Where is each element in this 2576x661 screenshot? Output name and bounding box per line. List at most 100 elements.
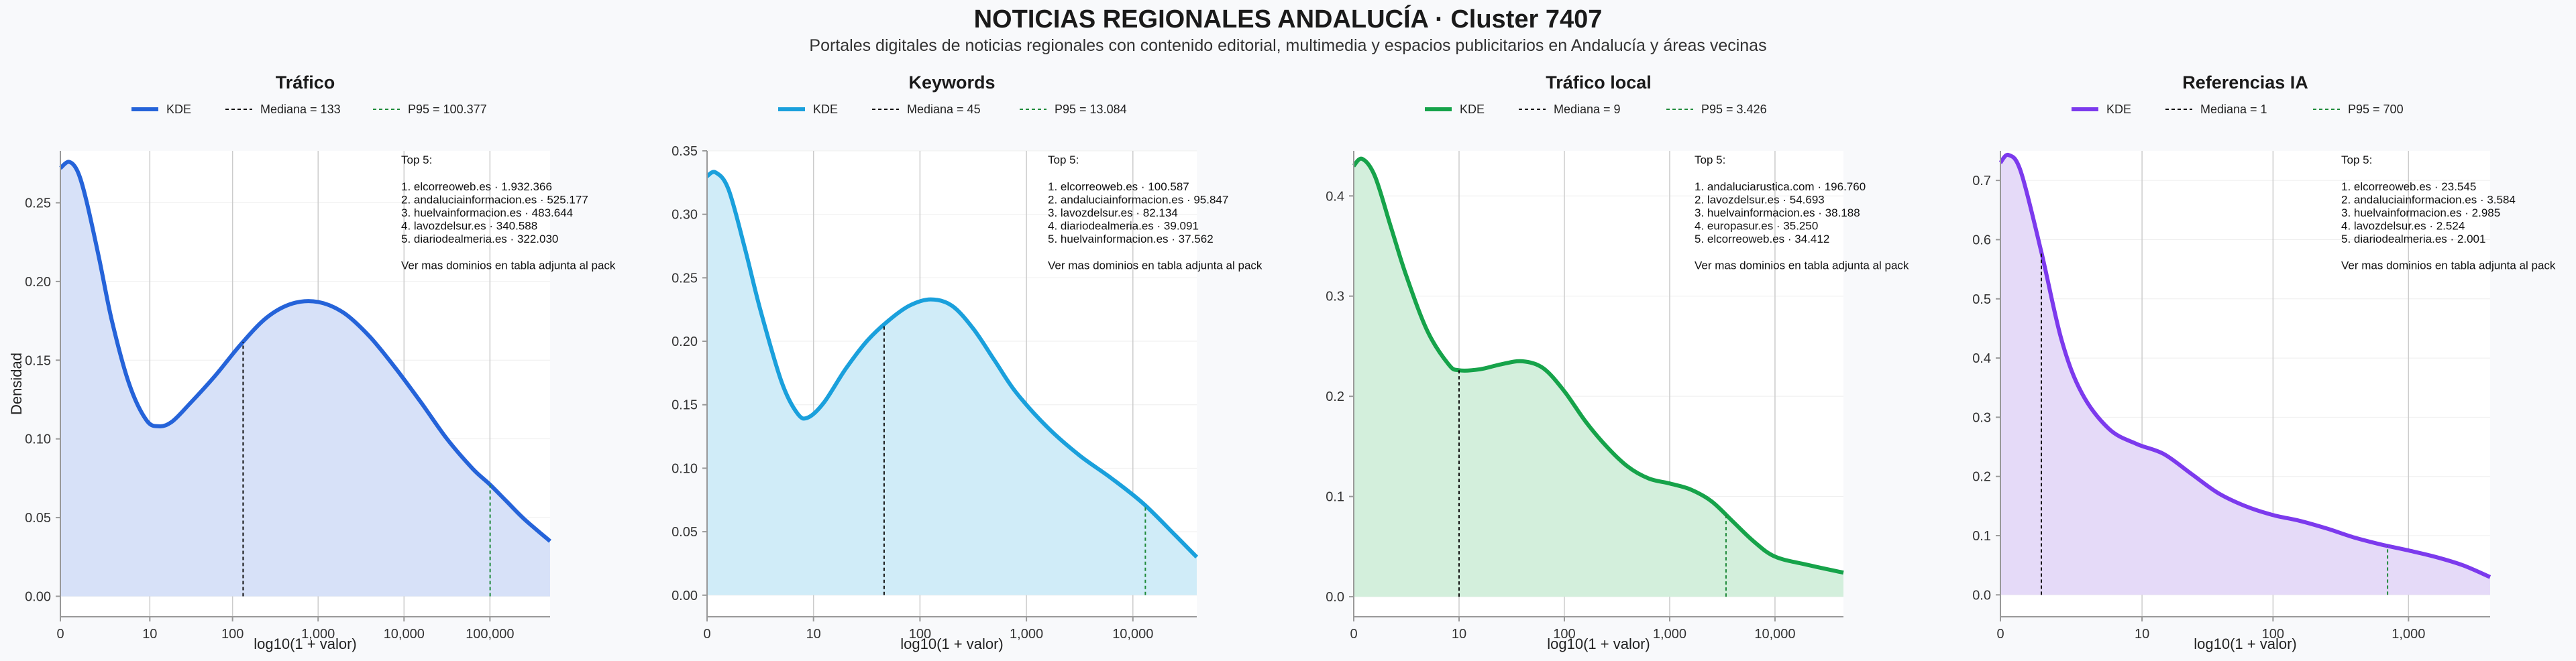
legend-kde-label: KDE: [166, 103, 191, 116]
kde-area: [707, 172, 1197, 595]
legend-p95-label: P95 = 100.377: [408, 103, 487, 116]
x-tick-label: 100: [1553, 627, 1575, 642]
y-tick-label: 0.5: [1972, 292, 1991, 307]
annotation-item: 1. elcorreoweb.es · 1.932.366: [401, 180, 552, 193]
y-tick-label: 0.1: [1326, 490, 1344, 505]
x-axis-label: log10(1 + valor): [900, 636, 1003, 652]
y-tick-label: 0.20: [25, 275, 51, 290]
page-subtitle: Portales digitales de noticias regionale…: [809, 36, 1767, 55]
kde-line: [706, 170, 1199, 559]
annotation-heading: Top 5:: [2341, 154, 2372, 166]
kde-area: [2000, 154, 2490, 595]
y-tick-label: 0.25: [25, 196, 51, 211]
annotation-item: 4. lavozdelsur.es · 2.524: [2341, 220, 2465, 233]
x-tick-label: 1,000: [1010, 627, 1043, 642]
x-tick-label: 10: [2135, 627, 2149, 642]
y-tick-label: 0.00: [672, 589, 698, 603]
x-axis-label: log10(1 + valor): [1547, 636, 1650, 652]
y-tick-label: 0.15: [672, 398, 698, 413]
y-tick-label: 0.05: [25, 511, 51, 526]
legend-p95-label: P95 = 700: [2348, 103, 2404, 116]
annotation-item: 2. andaluciainformacion.es · 3.584: [2341, 194, 2516, 206]
y-tick-label: 0.3: [1972, 410, 1991, 425]
chart-title: Tráfico: [276, 72, 335, 93]
kde-area: [1354, 158, 1843, 597]
x-tick-label: 100,000: [466, 627, 514, 642]
x-tick-label: 1,000: [2392, 627, 2425, 642]
x-tick-label: 0: [56, 627, 64, 642]
y-tick-label: 0.2: [1972, 470, 1991, 485]
y-tick-label: 0.6: [1972, 233, 1991, 247]
y-tick-label: 0.3: [1326, 290, 1344, 304]
chart-panel-2: Keywords KDE Mediana = 45 P95 = 13.084 0.00 0…: [672, 72, 1263, 652]
y-tick-label: 0.0: [1326, 590, 1344, 605]
y-tick-label: 0.4: [1972, 351, 1991, 366]
x-tick-label: 10,000: [384, 627, 425, 642]
annotation-item: 1. andaluciarustica.com · 196.760: [1695, 180, 1866, 193]
annotation-footer: Ver mas dominios en tabla adjunta al pac…: [2341, 259, 2556, 272]
y-tick-label: 0.30: [672, 208, 698, 223]
y-tick-label: 0.10: [25, 432, 51, 447]
annotation-item: 2. andaluciainformacion.es · 525.177: [401, 194, 588, 206]
annotation-item: 5. diariodealmeria.es · 2.001: [2341, 233, 2485, 245]
x-tick-label: 1,000: [1653, 627, 1686, 642]
y-tick-label: 0.20: [672, 335, 698, 349]
x-tick-label: 0: [703, 627, 710, 642]
annotation-item: 1. elcorreoweb.es · 100.587: [1048, 180, 1189, 193]
annotation-item: 4. diariodealmeria.es · 39.091: [1048, 220, 1199, 233]
annotation-item: 2. lavozdelsur.es · 54.693: [1695, 194, 1825, 206]
annotation-item: 4. lavozdelsur.es · 340.588: [401, 220, 537, 233]
annotation-footer: Ver mas dominios en tabla adjunta al pac…: [1048, 259, 1263, 272]
annotation-heading: Top 5:: [1695, 154, 1725, 166]
annotation-item: 5. elcorreoweb.es · 34.412: [1695, 233, 1829, 245]
x-tick-label: 10: [1452, 627, 1466, 642]
y-tick-label: 0.7: [1972, 174, 1991, 188]
y-tick-label: 0.00: [25, 589, 51, 604]
annotation-item: 5. diariodealmeria.es · 322.030: [401, 233, 558, 245]
y-tick-label: 0.15: [25, 353, 51, 368]
y-tick-label: 0.0: [1972, 588, 1991, 603]
y-tick-label: 0.35: [672, 144, 698, 159]
annotation-item: 3. huelvainformacion.es · 38.188: [1695, 206, 1860, 219]
page-title: NOTICIAS REGIONALES ANDALUCÍA · Cluster …: [973, 5, 1603, 34]
annotation-footer: Ver mas dominios en tabla adjunta al pac…: [401, 259, 616, 272]
annotation-heading: Top 5:: [401, 154, 432, 166]
x-tick-label: 100: [909, 627, 931, 642]
x-tick-label: 100: [2262, 627, 2284, 642]
y-tick-label: 0.10: [672, 461, 698, 476]
x-tick-label: 10,000: [1112, 627, 1153, 642]
legend-median-label: Mediana = 133: [260, 103, 341, 116]
legend-kde-label: KDE: [2106, 103, 2131, 116]
legend-p95-label: P95 = 3.426: [1701, 103, 1767, 116]
annotation-heading: Top 5:: [1048, 154, 1079, 166]
y-axis-label: Densidad: [8, 353, 25, 415]
y-tick-label: 0.2: [1326, 389, 1344, 404]
x-tick-label: 10: [806, 627, 821, 642]
y-tick-label: 0.4: [1326, 189, 1344, 204]
chart-panel-4: Referencias IA KDE Mediana = 1 P95 = 700 0.0…: [1972, 72, 2556, 652]
chart-title: Referencias IA: [2182, 72, 2308, 93]
y-tick-label: 0.1: [1972, 529, 1991, 544]
legend-kde-label: KDE: [813, 103, 838, 116]
chart-title: Tráfico local: [1546, 72, 1652, 93]
legend-p95-label: P95 = 13.084: [1055, 103, 1127, 116]
annotation-item: 5. huelvainformacion.es · 37.562: [1048, 233, 1214, 245]
annotation-footer: Ver mas dominios en tabla adjunta al pac…: [1695, 259, 1909, 272]
y-tick-label: 0.25: [672, 271, 698, 286]
annotation-item: 2. andaluciainformacion.es · 95.847: [1048, 194, 1228, 206]
x-tick-label: 10,000: [1754, 627, 1795, 642]
legend-median-label: Mediana = 1: [2200, 103, 2267, 116]
x-axis-label: log10(1 + valor): [2194, 636, 2296, 652]
annotation-item: 3. huelvainformacion.es · 483.644: [401, 206, 573, 219]
chart-panel-3: Tráfico local KDE Mediana = 9 P95 = 3.426 0.…: [1326, 72, 1909, 652]
legend-median-label: Mediana = 9: [1554, 103, 1621, 116]
kde-line: [1998, 152, 2491, 579]
annotation-item: 4. europasur.es · 35.250: [1695, 220, 1818, 233]
x-axis-label: log10(1 + valor): [254, 636, 356, 652]
legend-kde-label: KDE: [1460, 103, 1485, 116]
annotation-item: 1. elcorreoweb.es · 23.545: [2341, 180, 2476, 193]
chart-panel-1: Tráfico KDE Mediana = 133 P95 = 100.377 0.00…: [8, 72, 616, 652]
y-tick-label: 0.05: [672, 525, 698, 540]
x-tick-label: 0: [1996, 627, 2004, 642]
